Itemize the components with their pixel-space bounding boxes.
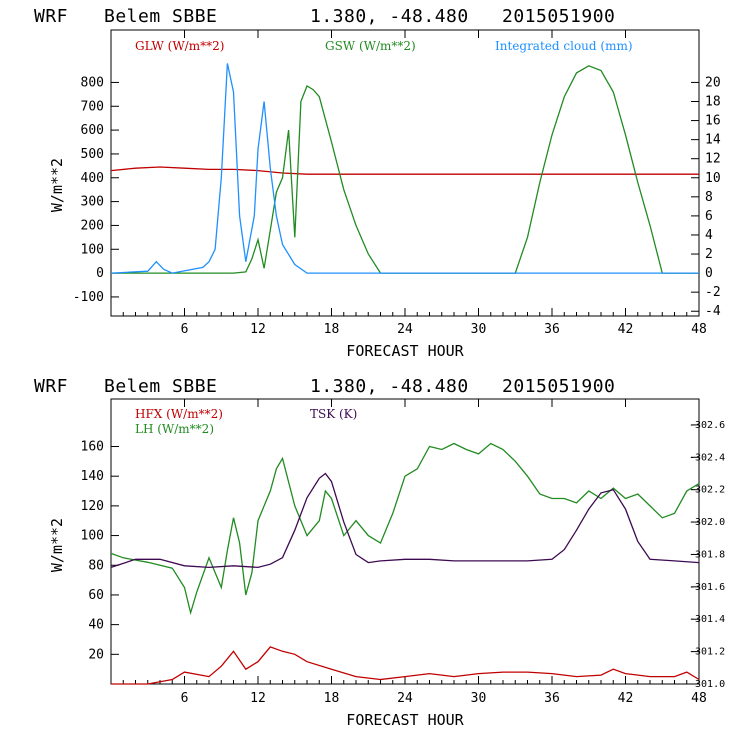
x-tick-label: 42: [618, 322, 634, 337]
x-tick-label: 18: [324, 691, 340, 706]
y2-tick-label: -301.0: [689, 679, 725, 690]
y-tick-label: 0: [96, 266, 104, 281]
legend-entry-1: HFX (W/m**2): [135, 407, 223, 421]
series-line-3: [110, 63, 699, 274]
header-model: WRF: [34, 376, 68, 397]
y2-tick-label: -301.8: [689, 549, 725, 560]
legend-entry-1: GLW (W/m**2): [135, 39, 224, 53]
y-tick-label: 600: [81, 123, 104, 138]
y2-tick-label: -302.2: [689, 485, 725, 496]
y-tick-label: 500: [81, 147, 104, 162]
y-axis-label: W/m**2: [48, 518, 66, 572]
header-model: WRF: [34, 6, 68, 27]
y2-tick-label: -302.0: [689, 517, 725, 528]
y2-tick-label: -4: [705, 304, 721, 319]
y2-tick-label: -301.6: [689, 582, 725, 593]
x-tick-label: 42: [618, 691, 634, 706]
x-tick-label: 24: [397, 691, 413, 706]
y2-tick-label: 12: [705, 152, 721, 167]
y2-tick-label: 8: [705, 190, 713, 205]
plot-frame: [110, 398, 700, 685]
series-line-1: [110, 166, 699, 175]
header-station: Belem SBBE: [104, 376, 217, 397]
legend-entry-3: Integrated cloud (mm): [495, 39, 633, 53]
y2-tick-label: 16: [705, 114, 721, 129]
y-tick-label: 300: [81, 195, 104, 210]
x-tick-label: 48: [691, 322, 707, 337]
y-axis-label: W/m**2: [48, 158, 66, 212]
series-line-2: [110, 442, 700, 616]
series-line-1: [111, 646, 700, 685]
series-line-2: [111, 65, 699, 274]
y-tick-label: 20: [88, 647, 104, 662]
x-tick-label: 18: [324, 322, 340, 337]
y-tick-label: 100: [81, 529, 104, 544]
legend-entry-2: LH (W/m**2): [135, 422, 214, 436]
x-axis-label: FORECAST HOUR: [346, 711, 464, 729]
y-tick-label: 700: [81, 99, 104, 114]
x-axis-label: FORECAST HOUR: [346, 342, 464, 360]
y2-tick-label: -302.6: [689, 420, 725, 431]
x-tick-label: 6: [181, 691, 189, 706]
y2-tick-label: -301.4: [689, 614, 725, 625]
y2-tick-label: 10: [705, 171, 721, 186]
header-coords: 1.380, -48.480: [310, 376, 469, 397]
y-tick-label: -100: [73, 290, 104, 305]
y2-tick-label: 14: [705, 133, 721, 148]
header-coords: 1.380, -48.480: [310, 6, 469, 27]
legend-entry-2: GSW (W/m**2): [325, 39, 416, 53]
y-tick-label: 120: [81, 499, 104, 514]
y2-tick-label: -302.4: [689, 452, 725, 463]
y-tick-label: 800: [81, 75, 104, 90]
header-station: Belem SBBE: [104, 6, 217, 27]
series-line-3: [110, 472, 700, 569]
x-tick-label: 30: [471, 691, 487, 706]
legend-entry-3: TSK (K): [310, 407, 357, 421]
x-tick-label: 12: [250, 322, 266, 337]
panel-1: WRF Belem SBBE 1.380, -48.480 2015051900 6 12…: [34, 6, 721, 360]
y-tick-label: 400: [81, 171, 104, 186]
y-tick-label: 80: [88, 558, 104, 573]
x-tick-label: 24: [397, 322, 413, 337]
x-tick-label: 48: [691, 691, 707, 706]
y2-tick-label: 20: [705, 75, 721, 90]
header-date: 2015051900: [502, 6, 615, 27]
y-tick-label: 60: [88, 588, 104, 603]
y2-tick-label: 6: [705, 209, 713, 224]
x-tick-label: 6: [181, 322, 189, 337]
y-tick-label: 100: [81, 242, 104, 257]
y-tick-label: 160: [81, 440, 104, 455]
y-tick-label: 40: [88, 618, 104, 633]
y2-tick-label: 4: [705, 228, 713, 243]
y-tick-label: 140: [81, 469, 104, 484]
y2-tick-label: 18: [705, 95, 721, 110]
header-date: 2015051900: [502, 376, 615, 397]
x-tick-label: 30: [471, 322, 487, 337]
x-tick-label: 36: [544, 322, 560, 337]
y2-tick-label: 2: [705, 247, 713, 262]
panel-2: WRF Belem SBBE 1.380, -48.480 2015051900 6 12…: [34, 376, 725, 729]
x-tick-label: 36: [544, 691, 560, 706]
y2-tick-label: -301.2: [689, 647, 725, 658]
y-tick-label: 200: [81, 218, 104, 233]
x-tick-label: 12: [250, 691, 266, 706]
y2-tick-label: -2: [705, 285, 721, 300]
y2-tick-label: 0: [705, 266, 713, 281]
